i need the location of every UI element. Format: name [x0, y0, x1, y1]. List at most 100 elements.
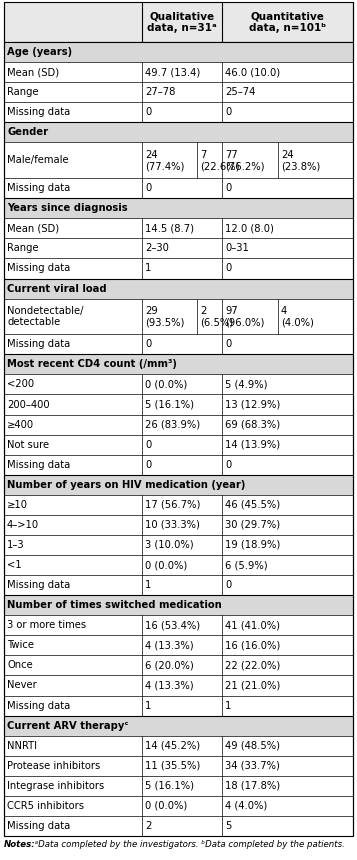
Text: 16 (53.4%): 16 (53.4%) [145, 620, 200, 630]
Bar [4, 636, 353, 655]
Text: CCR5 inhibitors: CCR5 inhibitors [7, 801, 84, 811]
Bar [4, 395, 353, 415]
Text: Number of times switched medication: Number of times switched medication [7, 600, 222, 611]
Bar [4, 298, 353, 335]
Text: 1: 1 [145, 263, 151, 273]
Text: Qualitative
data, n=31ᵃ: Qualitative data, n=31ᵃ [147, 11, 217, 33]
Bar [4, 259, 353, 279]
Text: 14.5 (8.7): 14.5 (8.7) [145, 224, 194, 233]
Bar [4, 796, 353, 816]
Text: 4 (13.3%): 4 (13.3%) [145, 680, 193, 691]
Text: Mean (SD): Mean (SD) [7, 67, 59, 77]
Bar [4, 615, 353, 636]
Text: 0: 0 [145, 340, 151, 349]
Text: ᵃData completed by the investigators. ᵇData completed by the patients.: ᵃData completed by the investigators. ᵇD… [32, 840, 345, 849]
Text: Nondetectable/
detectable: Nondetectable/ detectable [7, 305, 84, 327]
Text: Missing data: Missing data [7, 340, 70, 349]
Text: 1: 1 [145, 701, 151, 710]
Bar [4, 595, 353, 615]
Bar [4, 776, 353, 796]
Text: 19 (18.9%): 19 (18.9%) [225, 540, 280, 550]
Text: ≥10: ≥10 [7, 500, 28, 510]
Text: 46.0 (10.0): 46.0 (10.0) [225, 67, 280, 77]
Bar [4, 218, 353, 238]
Text: 0: 0 [225, 183, 231, 194]
Bar [4, 2, 353, 42]
Text: Missing data: Missing data [7, 460, 70, 470]
Bar [4, 515, 353, 535]
Text: 3 or more times: 3 or more times [7, 620, 86, 630]
Text: 4–>10: 4–>10 [7, 520, 39, 530]
Text: Not sure: Not sure [7, 439, 49, 450]
Text: 5 (16.1%): 5 (16.1%) [145, 781, 194, 791]
Text: 27–78: 27–78 [145, 88, 175, 97]
Text: 26 (83.9%): 26 (83.9%) [145, 420, 200, 430]
Bar [4, 83, 353, 102]
Bar [4, 816, 353, 836]
Text: Male/female: Male/female [7, 156, 69, 165]
Text: 200–400: 200–400 [7, 400, 50, 409]
Bar [4, 415, 353, 434]
Bar [4, 735, 353, 756]
Text: NNRTI: NNRTI [7, 740, 37, 751]
Bar [4, 434, 353, 455]
Text: <1: <1 [7, 560, 22, 570]
Text: 0: 0 [225, 580, 231, 590]
Bar [4, 475, 353, 494]
Bar [4, 42, 353, 62]
Text: Number of years on HIV medication (year): Number of years on HIV medication (year) [7, 480, 245, 490]
Bar [4, 494, 353, 515]
Text: Mean (SD): Mean (SD) [7, 224, 59, 233]
Text: 4 (4.0%): 4 (4.0%) [225, 801, 267, 811]
Bar [4, 62, 353, 83]
Text: 0: 0 [225, 263, 231, 273]
Text: 97
(96.0%): 97 (96.0%) [225, 305, 265, 327]
Text: Years since diagnosis: Years since diagnosis [7, 203, 127, 213]
Bar [4, 716, 353, 735]
Text: Quantitative
data, n=101ᵇ: Quantitative data, n=101ᵇ [249, 11, 326, 33]
Text: 2: 2 [145, 821, 151, 831]
Text: 3 (10.0%): 3 (10.0%) [145, 540, 193, 550]
Bar [4, 178, 353, 199]
Text: 0: 0 [145, 460, 151, 470]
Text: 13 (12.9%): 13 (12.9%) [225, 400, 280, 409]
Text: 5 (4.9%): 5 (4.9%) [225, 379, 267, 390]
Text: 16 (16.0%): 16 (16.0%) [225, 641, 280, 650]
Text: Range: Range [7, 243, 39, 254]
Text: Missing data: Missing data [7, 580, 70, 590]
Bar [4, 535, 353, 555]
Text: 24
(77.4%): 24 (77.4%) [145, 150, 184, 171]
Bar [4, 143, 353, 178]
Text: 0: 0 [145, 108, 151, 117]
Text: 0 (0.0%): 0 (0.0%) [145, 801, 187, 811]
Text: 1: 1 [145, 580, 151, 590]
Bar [4, 675, 353, 696]
Text: 1: 1 [225, 701, 231, 710]
Bar [4, 696, 353, 716]
Text: 18 (17.8%): 18 (17.8%) [225, 781, 280, 791]
Text: Once: Once [7, 660, 33, 671]
Text: Most recent CD4 count (/mm³): Most recent CD4 count (/mm³) [7, 359, 177, 369]
Text: 41 (41.0%): 41 (41.0%) [225, 620, 280, 630]
Text: 6 (5.9%): 6 (5.9%) [225, 560, 268, 570]
Text: Missing data: Missing data [7, 263, 70, 273]
Text: 0: 0 [145, 439, 151, 450]
Text: 10 (33.3%): 10 (33.3%) [145, 520, 200, 530]
Text: 1–3: 1–3 [7, 540, 25, 550]
Text: 34 (33.7%): 34 (33.7%) [225, 761, 280, 771]
Text: 2–30: 2–30 [145, 243, 169, 254]
Bar [4, 575, 353, 595]
Text: 0–31: 0–31 [225, 243, 249, 254]
Text: Current ARV therapyᶜ: Current ARV therapyᶜ [7, 721, 129, 731]
Text: Protease inhibitors: Protease inhibitors [7, 761, 100, 771]
Text: 0: 0 [225, 460, 231, 470]
Text: 5: 5 [225, 821, 231, 831]
Bar [4, 335, 353, 354]
Text: 14 (13.9%): 14 (13.9%) [225, 439, 280, 450]
Text: Current viral load: Current viral load [7, 284, 107, 293]
Text: 30 (29.7%): 30 (29.7%) [225, 520, 280, 530]
Text: <200: <200 [7, 379, 34, 390]
Text: Notes:: Notes: [4, 840, 36, 849]
Bar [4, 555, 353, 575]
Text: 25–74: 25–74 [225, 88, 255, 97]
